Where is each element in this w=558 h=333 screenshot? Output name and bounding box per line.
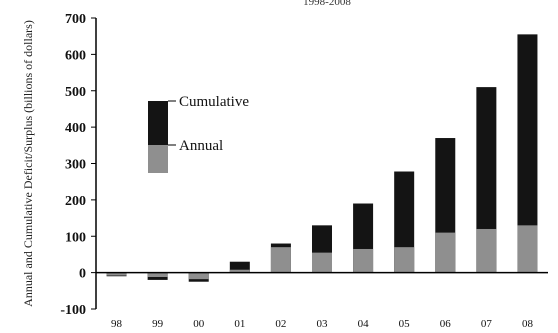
legend-swatch-annual: [148, 145, 168, 173]
x-tick-label: 98: [111, 318, 123, 330]
y-tick-label: -100: [60, 303, 86, 318]
bar-annual: [106, 272, 127, 276]
y-tick-label: 700: [65, 12, 86, 27]
x-tick-label: 06: [440, 318, 452, 330]
bar-annual: [270, 247, 291, 273]
bar-annual: [476, 228, 497, 273]
y-axis-title-group: Annual and Cumulative Deficit/Surplus (b…: [21, 20, 35, 307]
bar-annual: [312, 252, 332, 273]
x-tick-label: 00: [193, 318, 205, 330]
x-tick-label: 04: [358, 318, 370, 330]
x-tick-label: 05: [399, 318, 411, 330]
legend-swatch-cumulative: [148, 101, 168, 145]
y-tick-label: 400: [65, 121, 86, 136]
y-tick-label: 0: [79, 267, 86, 282]
bar-annual: [147, 272, 168, 277]
y-tick-label: 200: [65, 194, 86, 209]
x-tick-label: 01: [234, 318, 245, 330]
y-tick-label: 600: [65, 48, 86, 63]
y-axis-title: Annual and Cumulative Deficit/Surplus (b…: [21, 20, 35, 307]
bar-annual: [188, 272, 209, 280]
bar-cumulative: [229, 261, 250, 273]
x-tick-label: 08: [522, 318, 534, 330]
legend-label-annual: Annual: [179, 138, 223, 154]
bar-annual: [229, 269, 250, 273]
bar-annual: [517, 225, 538, 273]
y-tick-label: 300: [65, 158, 86, 173]
bar-annual: [353, 248, 374, 273]
bar-annual: [435, 232, 456, 273]
y-tick-label: 500: [65, 85, 86, 100]
ticks-group: -100 0 100 200 300 400 500 600 700 98 99 00 01 02 03 04…: [60, 12, 533, 330]
bar-cumulative: [517, 34, 538, 273]
bars-group: [106, 34, 538, 282]
x-tick-label: 02: [275, 318, 286, 330]
x-tick-label: 03: [317, 318, 329, 330]
bar-cumulative: [476, 87, 497, 273]
bar-annual: [394, 247, 415, 273]
y-tick-label: 100: [65, 230, 86, 245]
legend-group: Cumulative Annual: [148, 94, 249, 173]
x-tick-label: 07: [481, 318, 493, 330]
chart-title: 1998-2008: [303, 0, 351, 8]
x-tick-label: 99: [152, 318, 164, 330]
legend-label-cumulative: Cumulative: [179, 94, 249, 110]
